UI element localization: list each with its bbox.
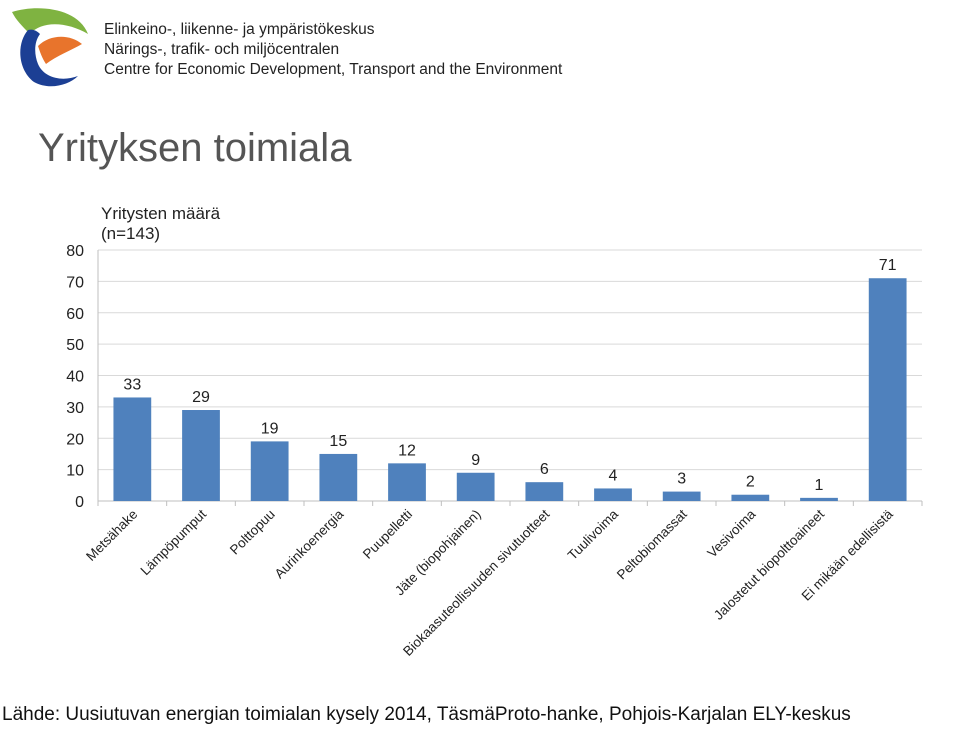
chart-title-line: Yritysten määrä	[101, 204, 221, 223]
x-tick-label: Polttopuu	[227, 507, 278, 558]
source-note: Lähde: Uusiutuvan energian toimialan kys…	[2, 704, 851, 725]
x-tick-label: Tuulivoima	[565, 506, 622, 563]
bar	[662, 491, 701, 501]
bar	[731, 494, 770, 501]
data-label: 29	[192, 389, 210, 406]
chart-svg: Yritysten määrä(n=143) 0 10 20 30 40 50 60 70 80 3…	[66, 204, 923, 659]
y-tick-label: 60	[66, 306, 84, 323]
bar	[868, 278, 907, 501]
data-label: 2	[746, 474, 755, 491]
y-tick-label: 30	[66, 400, 84, 417]
data-label: 1	[815, 477, 824, 494]
org-name-fi: Elinkeino-, liikenne- ja ympäristökeskus	[104, 21, 375, 38]
bar	[456, 472, 495, 501]
data-label: 71	[879, 257, 897, 274]
bar	[182, 410, 220, 501]
x-tick-label: Aurinkoenergia	[272, 506, 347, 581]
x-tick-label: Metsähake	[83, 507, 140, 564]
data-label: 12	[398, 442, 416, 459]
logo-blue-shape	[20, 29, 78, 87]
x-tick-label: Jalostetut biopolttoaineet	[711, 506, 827, 622]
logo-green-leaf	[12, 8, 88, 34]
ely-logo-icon	[8, 4, 90, 88]
bar	[525, 482, 564, 501]
bar-chart: Yritysten määrä (n=143) 0 10 20 30 40 50 60 70 80 3…	[0, 190, 960, 680]
organization-names: Elinkeino-, liikenne- ja ympäristökeskus…	[104, 20, 562, 80]
bar	[319, 453, 358, 501]
y-tick-label: 40	[66, 369, 84, 386]
data-label: 6	[540, 461, 549, 478]
y-tick-label: 20	[66, 431, 84, 448]
y-tick-label: 0	[75, 494, 84, 511]
y-tick-label: 70	[66, 274, 84, 291]
bar	[594, 488, 632, 501]
x-tick-label: Peltobiomassat	[614, 506, 690, 582]
bar	[250, 441, 289, 501]
chart-title-line: (n=143)	[101, 224, 160, 243]
data-label: 4	[609, 467, 618, 484]
x-tick-label: Vesivoima	[704, 506, 758, 560]
data-label: 3	[677, 471, 686, 488]
data-label: 9	[471, 452, 480, 469]
data-label: 15	[329, 433, 347, 450]
y-tick-label: 50	[66, 337, 84, 354]
y-tick-label: 10	[66, 463, 84, 480]
org-name-en: Centre for Economic Development, Transpo…	[104, 61, 563, 78]
y-tick-label: 80	[66, 243, 84, 260]
data-label: 19	[261, 420, 279, 437]
page-title: Yrityksen toimiala	[38, 126, 352, 170]
bar	[113, 397, 152, 501]
org-name-sv: Närings-, trafik- och miljöcentralen	[104, 41, 340, 58]
bar	[388, 463, 426, 501]
x-tick-label: Lämpöpumput	[137, 506, 209, 578]
x-tick-label: Biokaasuteollisuuden sivutuotteet	[400, 506, 552, 658]
x-tick-label: Puupelletti	[360, 507, 415, 562]
bar	[800, 497, 838, 501]
logo-orange-leaf	[38, 36, 82, 64]
data-label: 33	[123, 376, 141, 393]
